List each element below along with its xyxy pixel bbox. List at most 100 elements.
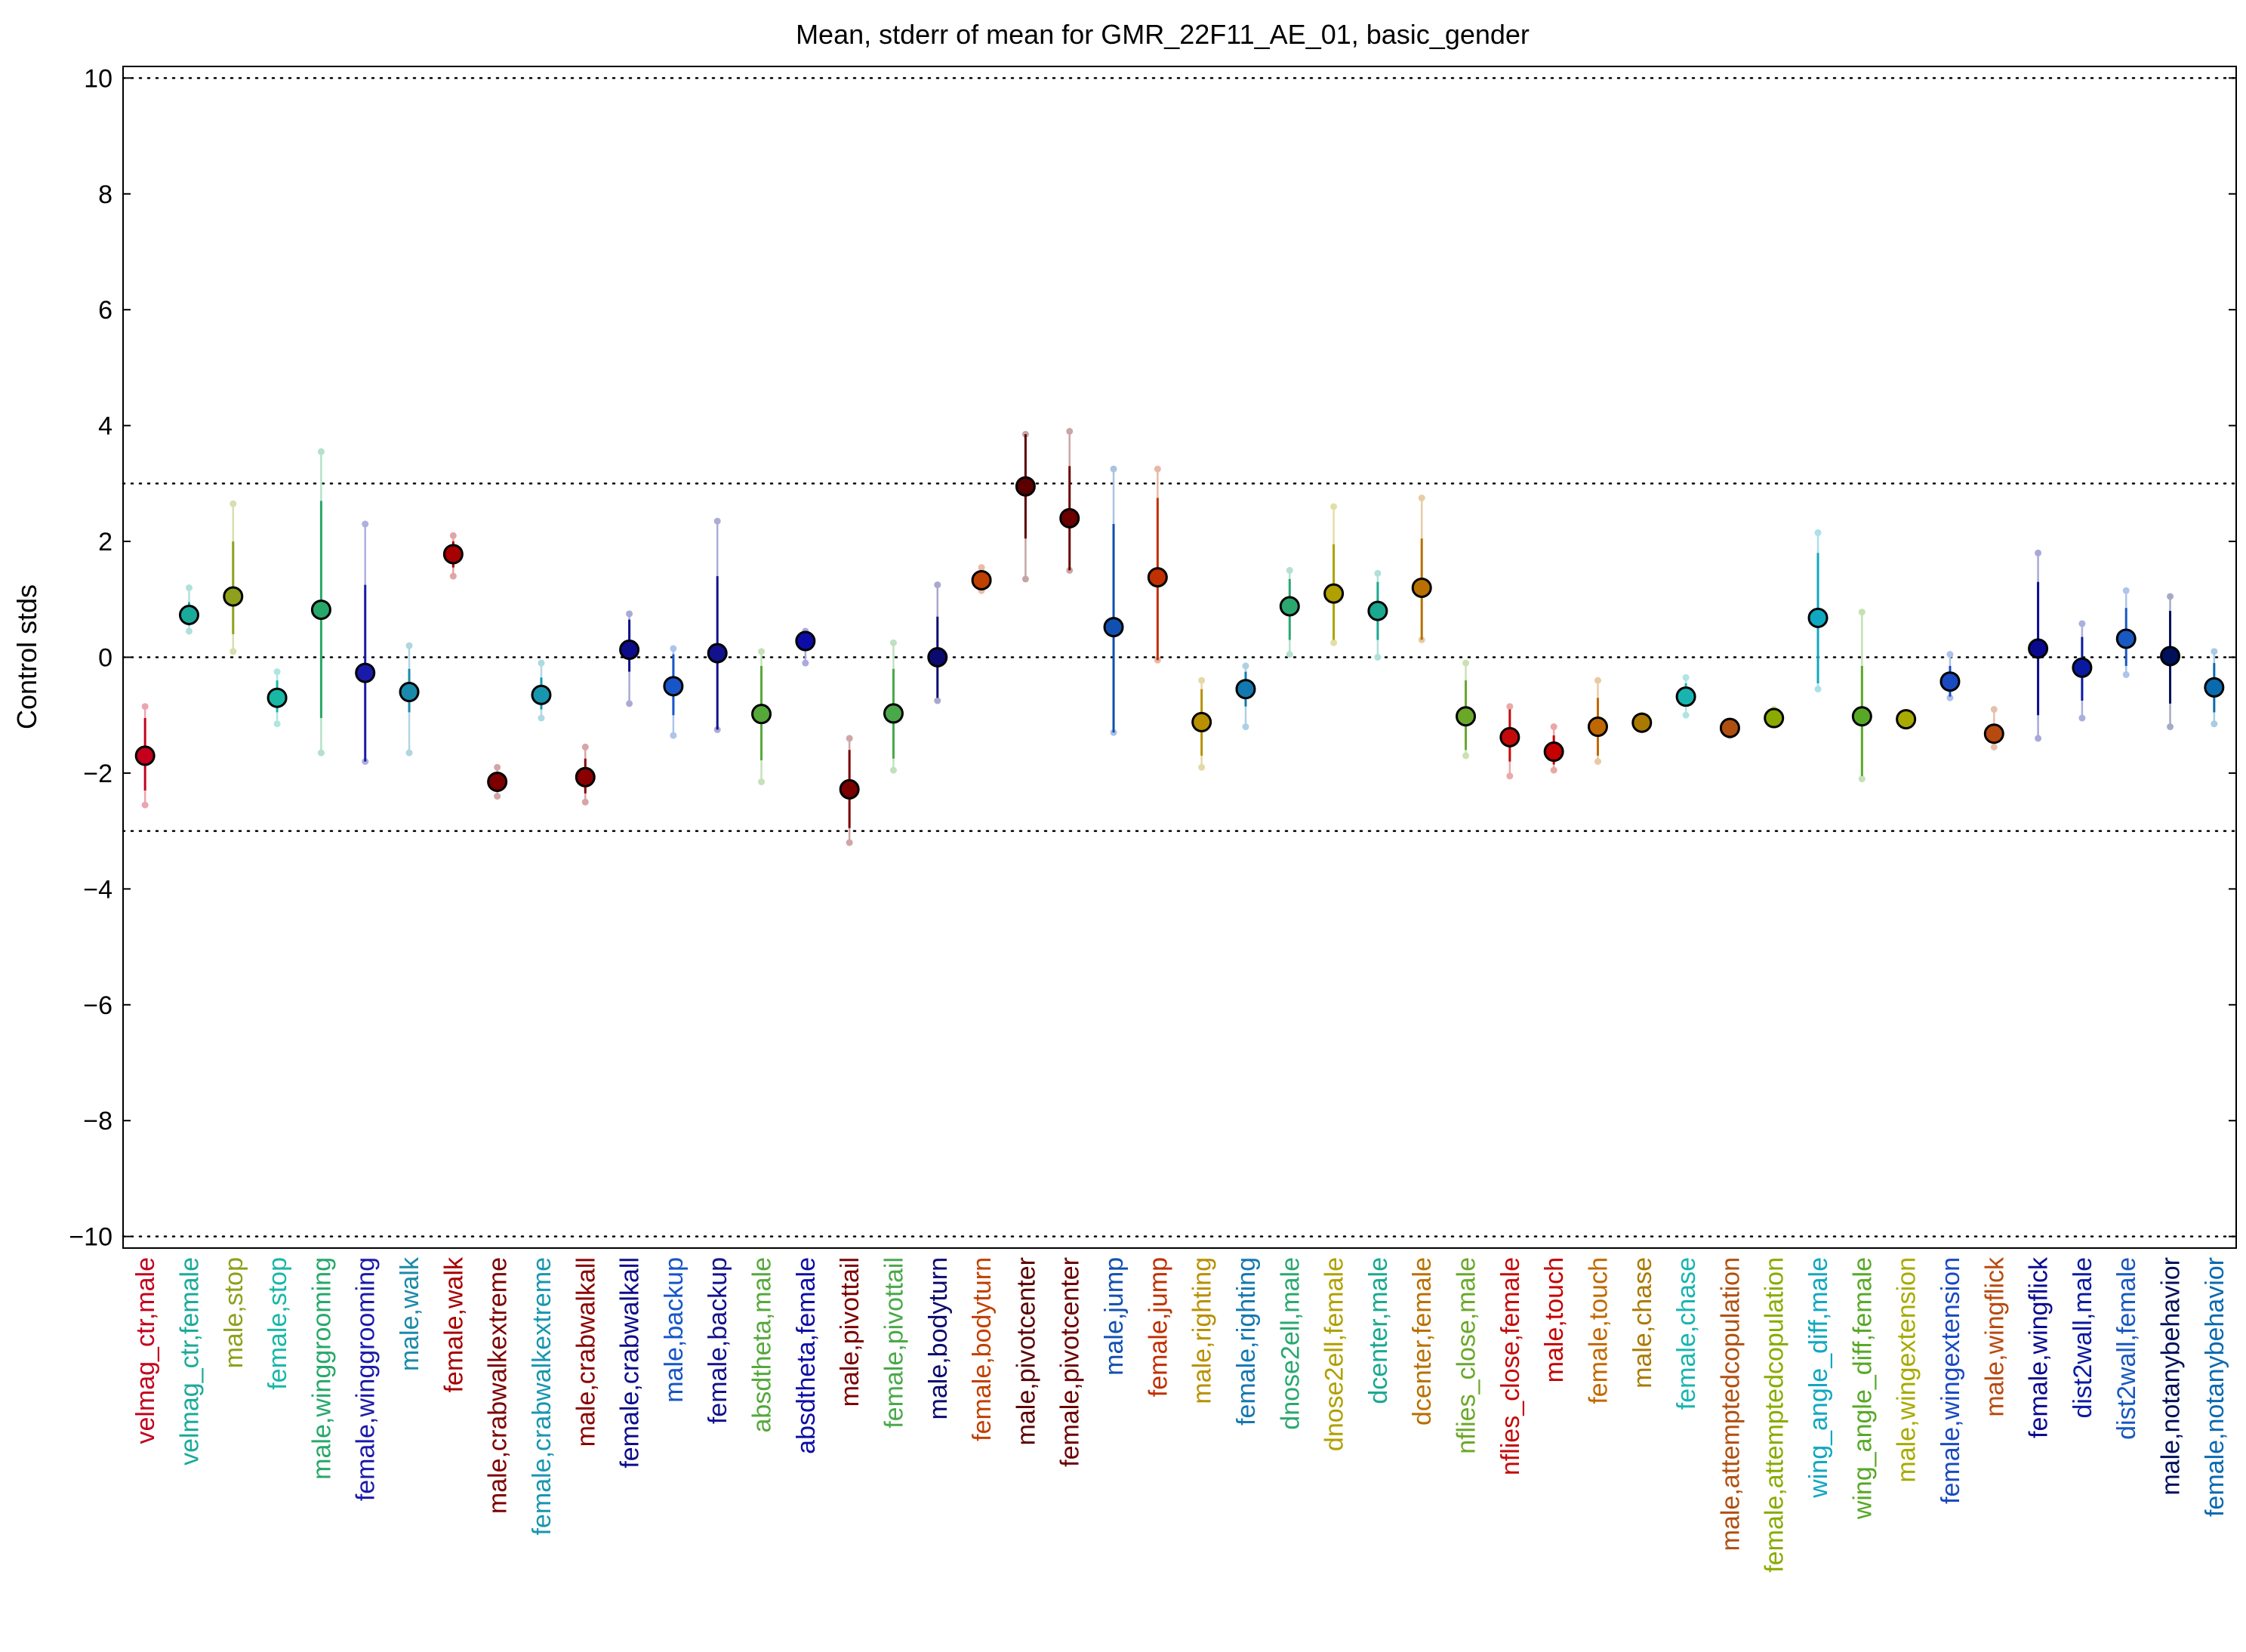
range-min-dot bbox=[1286, 651, 1293, 658]
mean-marker bbox=[223, 586, 244, 607]
data-point-group bbox=[267, 668, 288, 728]
y-tick-label: 8 bbox=[98, 180, 112, 209]
mean-marker bbox=[1456, 706, 1477, 727]
x-tick-label: female,jump bbox=[1144, 1257, 1172, 1397]
data-point-group bbox=[2160, 593, 2181, 731]
x-tick-label: absdtheta,female bbox=[792, 1257, 821, 1454]
data-point-group bbox=[1896, 708, 1917, 730]
range-min-dot bbox=[494, 793, 501, 800]
data-point-group bbox=[619, 610, 640, 707]
x-tick-label: female,wingflick bbox=[2025, 1256, 2053, 1438]
data-point-group bbox=[2204, 648, 2225, 728]
x-tick-label: wing_angle_diff,male bbox=[1804, 1257, 1833, 1499]
mean-marker bbox=[1587, 717, 1608, 738]
mean-marker bbox=[442, 544, 464, 565]
range-min-dot bbox=[1462, 752, 1470, 760]
y-tick-label: 2 bbox=[98, 528, 112, 556]
range-max-dot bbox=[1374, 569, 1382, 577]
x-tick-label: female,wingextension bbox=[1936, 1257, 1965, 1504]
range-min-dot bbox=[1990, 743, 1998, 750]
range-min-dot bbox=[1330, 639, 1338, 646]
data-point-group bbox=[971, 564, 992, 594]
x-tick-label: dnose2ell,female bbox=[1320, 1257, 1349, 1451]
data-point-group bbox=[178, 584, 199, 635]
y-tick-label: −8 bbox=[83, 1107, 112, 1136]
x-tick-label: female,walk bbox=[439, 1256, 468, 1393]
range-max-dot bbox=[1814, 529, 1822, 537]
x-tick-label: female,stop bbox=[263, 1257, 292, 1390]
plot-frame bbox=[122, 66, 2237, 1249]
y-tick-label: 4 bbox=[98, 412, 112, 441]
range-max-dot bbox=[978, 564, 985, 572]
data-point-group bbox=[2028, 549, 2049, 742]
range-min-dot bbox=[1506, 772, 1514, 780]
data-point-group bbox=[883, 639, 904, 774]
mean-marker bbox=[134, 745, 156, 766]
y-tick-label: 0 bbox=[98, 644, 112, 673]
x-tick-label: dcenter,male bbox=[1364, 1257, 1393, 1404]
mean-marker bbox=[1235, 679, 1256, 700]
x-tick-label: male,stop bbox=[220, 1257, 248, 1368]
x-axis-labels: velmag_ctr,male velmag_ctr,female male,sto… bbox=[131, 1256, 2229, 1573]
data-point-group bbox=[1323, 503, 1345, 646]
mean-marker bbox=[2160, 646, 2181, 667]
data-point-group bbox=[1015, 430, 1036, 583]
range-min-dot bbox=[2035, 735, 2042, 742]
mean-marker bbox=[883, 703, 904, 724]
x-tick-label: male,jump bbox=[1100, 1257, 1129, 1376]
mean-marker bbox=[2072, 657, 2093, 678]
x-tick-label: velmag_ctr,male bbox=[131, 1257, 160, 1444]
x-tick-label: female,bodyturn bbox=[968, 1257, 997, 1441]
range-min-dot bbox=[934, 697, 941, 704]
range-max-dot bbox=[494, 763, 501, 771]
mean-marker bbox=[1939, 671, 1961, 692]
range-max-dot bbox=[1242, 662, 1249, 670]
data-point-group bbox=[663, 645, 684, 739]
x-tick-label: male,backup bbox=[660, 1257, 689, 1403]
range-min-dot bbox=[1946, 694, 1954, 701]
x-tick-label: nflies_close,male bbox=[1453, 1257, 1481, 1454]
range-max-dot bbox=[141, 703, 149, 710]
x-tick-label: female,pivottail bbox=[880, 1257, 908, 1429]
range-max-dot bbox=[713, 517, 721, 525]
y-tick-label: 10 bbox=[84, 64, 112, 93]
x-tick-label: female,notanybehavior bbox=[2201, 1257, 2229, 1517]
range-min-dot bbox=[230, 648, 237, 655]
data-point-group bbox=[795, 627, 816, 667]
data-point-group bbox=[1851, 609, 1872, 783]
mean-marker bbox=[487, 771, 508, 792]
range-max-dot bbox=[889, 639, 897, 646]
data-point-group bbox=[1983, 706, 2004, 750]
range-max-dot bbox=[538, 659, 545, 667]
mean-marker bbox=[1719, 717, 1740, 738]
mean-marker bbox=[1631, 712, 1653, 733]
range-max-dot bbox=[846, 735, 853, 742]
data-point-group bbox=[1543, 723, 1564, 774]
y-tick-label: −4 bbox=[83, 875, 112, 904]
range-min-dot bbox=[1242, 723, 1249, 731]
mean-marker bbox=[1896, 709, 1917, 730]
x-tick-label: dcenter,female bbox=[1408, 1257, 1437, 1425]
x-tick-label: female,crabwalkall bbox=[616, 1257, 645, 1469]
y-tick-label: −10 bbox=[69, 1223, 112, 1252]
mean-marker bbox=[1279, 596, 1300, 617]
data-point-group bbox=[751, 648, 772, 785]
x-tick-label: dist2wall,female bbox=[2112, 1257, 2141, 1440]
mean-marker bbox=[751, 704, 772, 725]
x-tick-label: female,touch bbox=[1584, 1257, 1613, 1404]
data-point-group bbox=[1631, 711, 1653, 733]
reference-lines bbox=[122, 77, 2238, 1237]
data-point-group bbox=[223, 500, 244, 655]
mean-marker bbox=[1675, 686, 1696, 707]
x-tick-label: male,pivotcenter bbox=[1012, 1257, 1040, 1445]
mean-marker bbox=[1499, 726, 1520, 747]
mean-marker bbox=[1323, 583, 1345, 604]
mean-marker bbox=[927, 647, 948, 667]
data-point-group bbox=[1587, 677, 1608, 766]
data-point-group bbox=[1147, 465, 1168, 664]
range-max-dot bbox=[2035, 549, 2042, 556]
mean-marker bbox=[575, 766, 596, 787]
range-min-dot bbox=[2167, 723, 2174, 731]
